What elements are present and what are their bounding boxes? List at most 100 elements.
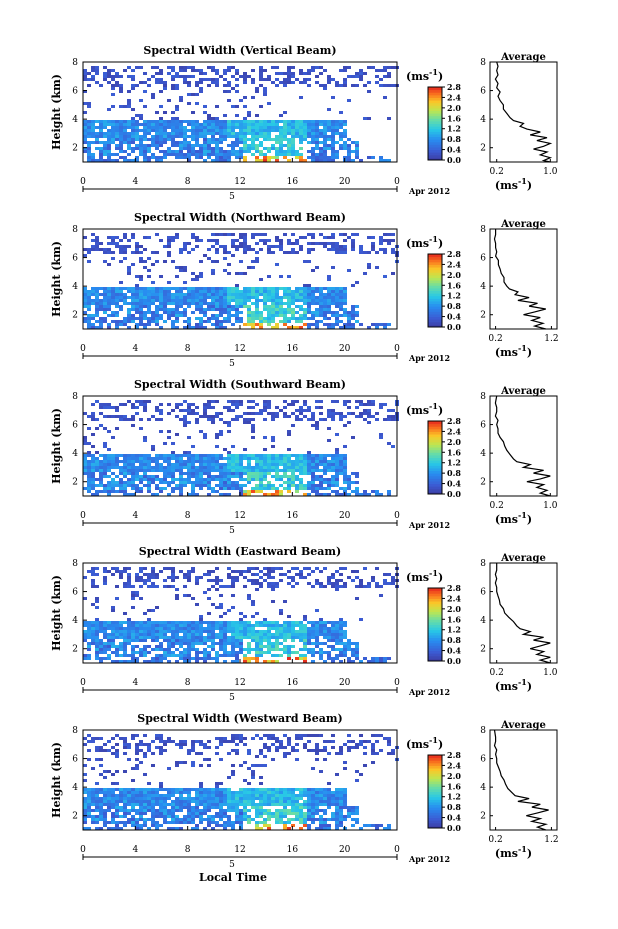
heatmap-cell (151, 293, 155, 296)
heatmap-cell (315, 484, 319, 487)
heatmap-cell (83, 818, 87, 821)
heatmap-cell (267, 406, 271, 409)
heatmap-cell (143, 144, 147, 147)
heatmap-cell (147, 463, 151, 466)
heatmap-cell (367, 660, 371, 663)
heatmap-cell (171, 150, 175, 153)
heatmap-cell (115, 454, 119, 457)
heatmap-cell (323, 314, 327, 317)
heatmap-cell (119, 105, 123, 108)
heatmap-cell (175, 463, 179, 466)
heatmap-cell (231, 582, 235, 585)
heatmap-cell (135, 639, 139, 642)
profile-x-label-close: ) (527, 346, 532, 359)
heatmap-cell (107, 415, 111, 418)
heatmap-cell (191, 457, 195, 460)
heatmap-cell (315, 421, 319, 424)
heatmap-cell (219, 639, 223, 642)
heatmap-cell (255, 630, 259, 633)
heatmap-cell (143, 296, 147, 299)
heatmap-cell (91, 159, 95, 162)
heatmap-cell (283, 624, 287, 627)
heatmap-cell (251, 320, 255, 323)
heatmap-cell (283, 138, 287, 141)
heatmap-cell (127, 469, 131, 472)
heatmap-cell (311, 159, 315, 162)
heatmap-cell (323, 478, 327, 481)
heatmap-cell (391, 248, 395, 251)
heatmap-cell (147, 323, 151, 326)
heatmap-cell (331, 78, 335, 81)
heatmap-cell (303, 636, 307, 639)
heatmap-cell (343, 293, 347, 296)
heatmap-cell (103, 794, 107, 797)
heatmap-cell (123, 612, 127, 615)
heatmap-cell (167, 251, 171, 254)
heatmap-cell (263, 460, 267, 463)
heatmap-cell (231, 484, 235, 487)
colorbar-segment (428, 598, 442, 602)
profile-y-tick-label: 4 (480, 449, 486, 459)
heatmap-cell (191, 484, 195, 487)
heatmap-cell (123, 287, 127, 290)
heatmap-cell (235, 457, 239, 460)
colorbar-segment (428, 295, 442, 299)
heatmap-cell (115, 636, 119, 639)
heatmap-cell (231, 293, 235, 296)
heatmap-cell (259, 490, 263, 493)
heatmap-cell (299, 621, 303, 624)
heatmap-cell (255, 660, 259, 663)
heatmap-cell (219, 478, 223, 481)
heatmap-cell (271, 460, 275, 463)
heatmap-cell (271, 648, 275, 651)
heatmap-cell (335, 305, 339, 308)
heatmap-cell (163, 475, 167, 478)
colorbar-tick-label: 0.8 (447, 301, 461, 311)
heatmap-cell (343, 314, 347, 317)
heatmap-cell (335, 412, 339, 415)
heatmap-cell (383, 66, 387, 69)
heatmap-cell (111, 642, 115, 645)
heatmap-cell (151, 460, 155, 463)
heatmap-cell (99, 737, 103, 740)
heatmap-cell (187, 409, 191, 412)
heatmap-cell (359, 78, 363, 81)
heatmap-cell (107, 806, 111, 809)
heatmap-cell (295, 156, 299, 159)
heatmap-cell (115, 138, 119, 141)
heatmap-cell (259, 141, 263, 144)
heatmap-cell (215, 642, 219, 645)
heatmap-cell (311, 248, 315, 251)
heatmap-cell (131, 594, 135, 597)
heatmap-cell (347, 75, 351, 78)
heatmap-cell (139, 743, 143, 746)
heatmap-cell (275, 463, 279, 466)
heatmap-cell (151, 290, 155, 293)
heatmap-cell (319, 457, 323, 460)
heatmap-cell (207, 239, 211, 242)
heatmap-cell (203, 436, 207, 439)
colorbar-segment (428, 144, 442, 148)
heatmap-cell (299, 570, 303, 573)
heatmap-cell (239, 126, 243, 129)
heatmap-cell (111, 773, 115, 776)
heatmap-cell (119, 472, 123, 475)
heatmap-cell (83, 633, 87, 636)
heatmap-cell (215, 144, 219, 147)
heatmap-cell (223, 633, 227, 636)
heatmap-cell (131, 296, 135, 299)
heatmap-cell (183, 78, 187, 81)
heatmap-cell (271, 144, 275, 147)
heatmap-cell (139, 460, 143, 463)
heatmap-cell (303, 654, 307, 657)
heatmap-cell (383, 323, 387, 326)
heatmap-cell (207, 290, 211, 293)
heatmap-cell (343, 129, 347, 132)
heatmap-cell (127, 269, 131, 272)
heatmap-cell (355, 314, 359, 317)
heatmap-cell (271, 126, 275, 129)
heatmap-cell (175, 123, 179, 126)
heatmap-cell (239, 454, 243, 457)
heatmap-cell (243, 233, 247, 236)
heatmap-cell (127, 642, 131, 645)
